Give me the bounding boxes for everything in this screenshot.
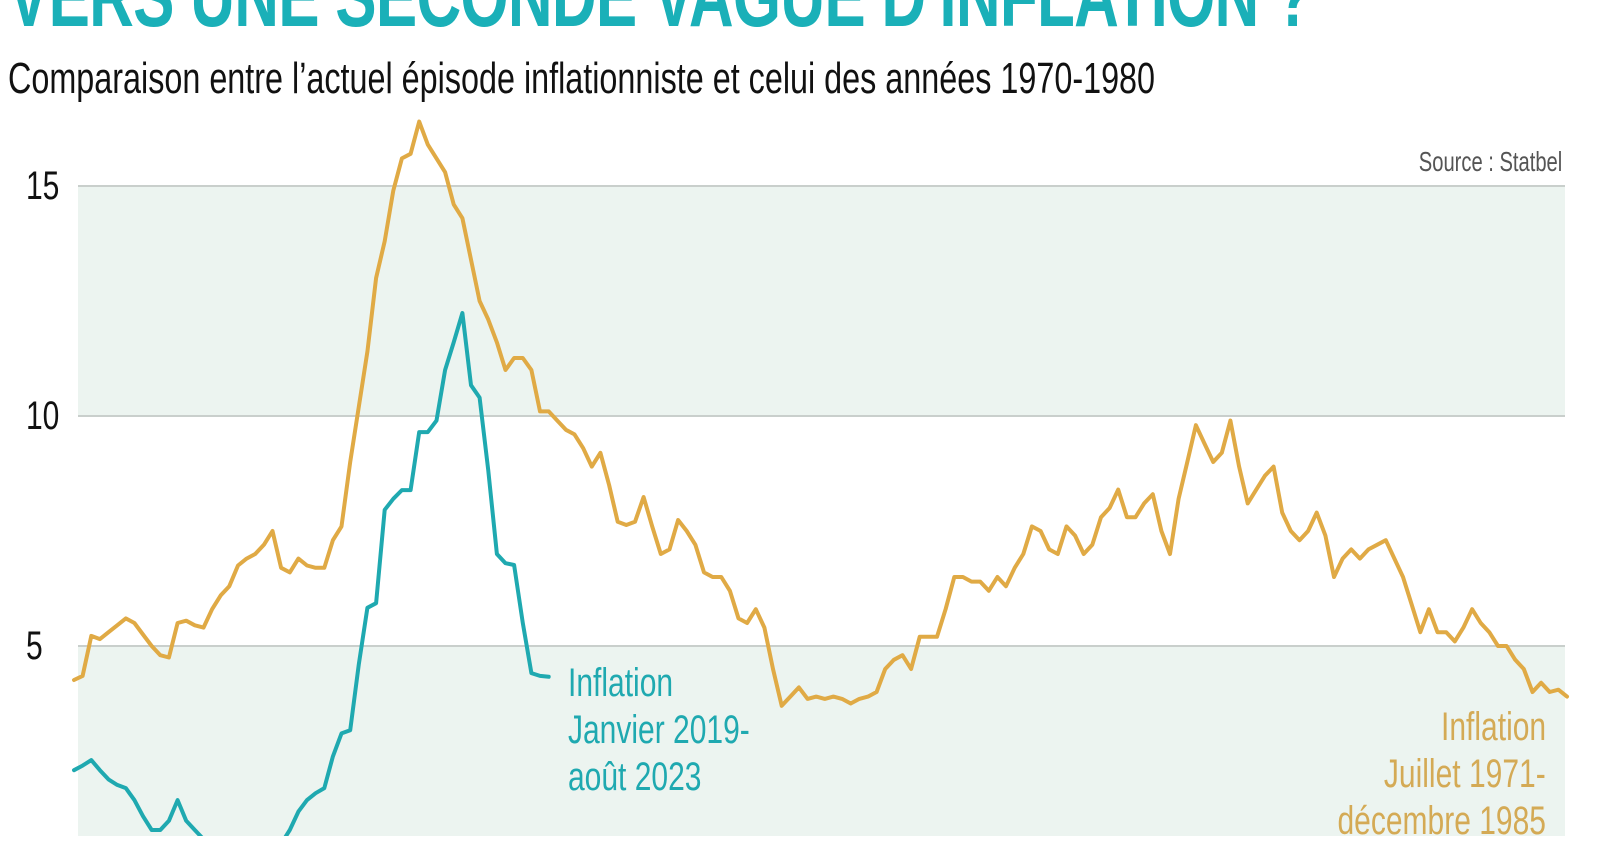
series-line-current bbox=[72, 311, 551, 836]
source-note: Source : Statbel bbox=[1418, 146, 1562, 177]
series-label-past: Inflation Juillet 1971- décembre 1985 bbox=[1337, 705, 1546, 843]
y-tick-label: 15 bbox=[26, 164, 60, 208]
chart-title: VERS UNE SECONDE VAGUE D'INFLATION ? bbox=[8, 0, 1600, 47]
y-tick-label: 5 bbox=[26, 624, 43, 668]
y-tick-label: 10 bbox=[26, 394, 60, 438]
background-band bbox=[78, 646, 1565, 836]
series-label-current: Inflation Janvier 2019- août 2023 bbox=[568, 661, 750, 799]
chart-subtitle: Comparaison entre l’actuel épisode infla… bbox=[8, 54, 1156, 103]
series-line-past bbox=[72, 119, 1569, 708]
background-band bbox=[78, 186, 1565, 416]
